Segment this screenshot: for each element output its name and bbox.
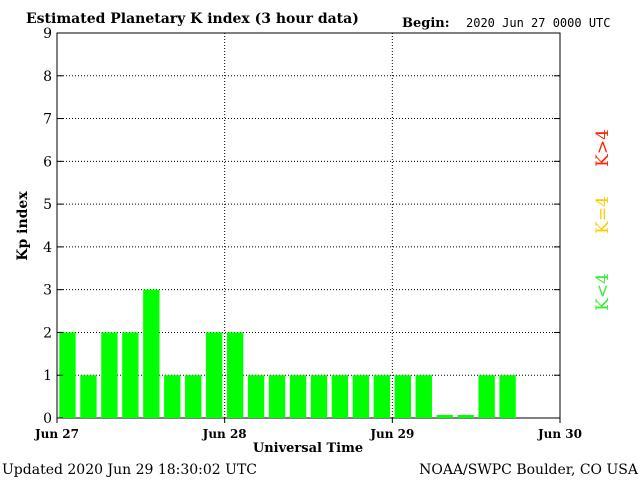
y-tick-label-0: 0	[43, 411, 52, 427]
bars	[59, 289, 516, 418]
legend-k-less-4: K<4	[593, 273, 613, 311]
y-tick-label-1: 1	[43, 368, 52, 384]
legend-k-equal-4: K=4	[593, 196, 613, 234]
kp-bar-19	[457, 415, 474, 418]
legend-k-greater-4: K>4	[593, 129, 613, 167]
plot-frame	[56, 32, 561, 419]
x-tick-label-jun-27: Jun 27	[34, 427, 79, 441]
kp-bar-9	[247, 375, 265, 418]
kp-bar-7	[206, 332, 223, 418]
kp-bar-2	[101, 332, 118, 418]
x-tick-label-jun-28: Jun 28	[202, 427, 247, 441]
y-tick-label-5: 5	[43, 197, 52, 213]
updated-timestamp: Updated 2020 Jun 29 18:30:02 UTC	[2, 462, 257, 478]
x-tick-label-jun-30: Jun 30	[537, 427, 582, 441]
y-tick-label-7: 7	[43, 112, 52, 128]
y-tick-label-3: 3	[43, 283, 52, 299]
y-axis-label: Kp index	[15, 191, 31, 261]
kp-bar-13	[331, 375, 349, 418]
kp-bar-20	[478, 375, 495, 418]
kp-bar-8	[226, 332, 244, 418]
kp-bar-11	[289, 375, 307, 418]
kp-bar-0	[59, 332, 76, 418]
kp-bar-12	[310, 375, 328, 418]
begin-label: Begin:	[402, 16, 450, 31]
kp-bar-14	[352, 375, 370, 418]
x-tick-label-jun-29: Jun 29	[369, 427, 414, 441]
kp-bar-17	[415, 375, 432, 418]
data-source: NOAA/SWPC Boulder, CO USA	[419, 462, 639, 478]
kp-bar-1	[80, 375, 97, 418]
kp-bar-10	[268, 375, 286, 418]
y-tick-label-2: 2	[43, 325, 52, 341]
kp-bar-3	[122, 332, 139, 418]
y-tick-label-9: 9	[43, 26, 52, 42]
y-tick-labels: 0 1 2 3 4 5 6 7 8 9	[43, 26, 52, 427]
y-tick-marks	[56, 32, 561, 423]
kp-bar-6	[185, 375, 202, 418]
y-tick-label-8: 8	[43, 69, 52, 85]
grid-lines	[57, 33, 560, 418]
kp-bar-21	[499, 375, 516, 418]
y-tick-label-6: 6	[43, 154, 52, 170]
kp-bar-16	[394, 375, 411, 418]
kp-bar-18	[436, 415, 453, 418]
kp-bar-4	[143, 289, 160, 418]
kp-bar-15	[373, 375, 391, 418]
kp-bar-5	[164, 375, 181, 418]
x-tick-labels: Jun 27 Jun 28 Jun 29 Jun 30	[34, 427, 582, 441]
x-axis-label: Universal Time	[253, 441, 363, 456]
chart-title: Estimated Planetary K index (3 hour data…	[26, 11, 359, 27]
y-tick-label-4: 4	[43, 240, 52, 256]
begin-value: 2020 Jun 27 0000 UTC	[466, 16, 611, 30]
